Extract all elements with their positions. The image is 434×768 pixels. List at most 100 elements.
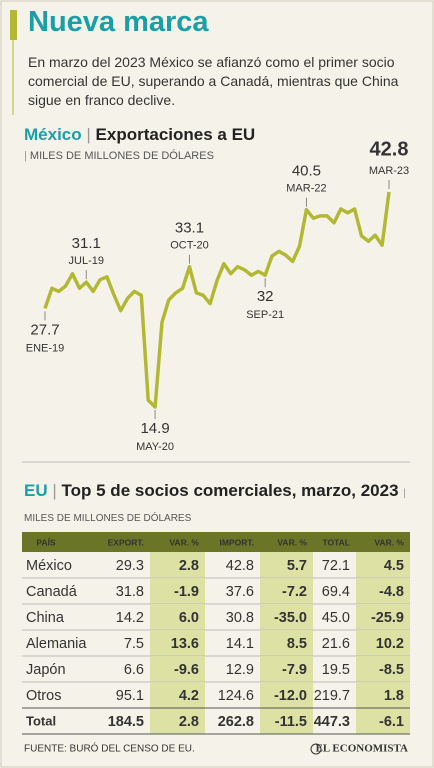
var-cell-bg <box>260 604 313 630</box>
chart-title: México | Exportaciones a EU <box>24 125 255 145</box>
category-label: OCT-20 <box>170 240 209 252</box>
cell: 29.3 <box>116 558 144 574</box>
divider: | <box>24 150 30 162</box>
var-cell-bg <box>356 708 410 734</box>
country: Total <box>26 713 56 728</box>
column-header: VAR. % <box>374 537 404 547</box>
cell: 95.1 <box>116 688 144 704</box>
cell: 4.5 <box>384 558 404 574</box>
cell: 2.8 <box>179 714 199 730</box>
table-title: EU | Top 5 de socios comerciales, marzo,… <box>24 480 416 530</box>
value-label: 33.1 <box>175 220 204 237</box>
divider: | <box>86 125 91 144</box>
var-cell-bg <box>260 682 313 708</box>
title-bar <box>10 10 17 40</box>
cell: 69.4 <box>322 584 350 600</box>
cell: 447.3 <box>314 714 350 730</box>
var-cell-bg <box>356 630 410 656</box>
value-label: 40.5 <box>292 163 321 180</box>
cell: 219.7 <box>314 688 350 704</box>
category-label: MAR-23 <box>369 165 409 177</box>
cell: 14.2 <box>116 610 144 626</box>
title: Nueva marca <box>28 6 209 38</box>
cell: 124.6 <box>218 688 254 704</box>
logo: EL ECONOMISTA <box>316 743 408 755</box>
country: Japón <box>26 662 66 678</box>
cell: 8.5 <box>287 636 307 652</box>
var-cell-bg <box>260 552 313 578</box>
var-cell-bg <box>260 708 313 734</box>
line <box>43 191 391 409</box>
cell: 12.9 <box>226 662 254 678</box>
table-country: EU <box>24 481 48 500</box>
logo-icon <box>310 743 322 755</box>
cell: -7.9 <box>282 662 307 678</box>
cell: 6.0 <box>179 610 199 626</box>
cell: 30.8 <box>226 610 254 626</box>
country: México <box>26 558 72 574</box>
country: Alemania <box>26 636 87 652</box>
var-cell-bg <box>150 656 205 682</box>
cell: 19.5 <box>322 662 350 678</box>
line-chart: 27.7 ENE-19 31.1 JUL-19 14.9 MAY-20 33.1 OCT-20… <box>26 138 409 453</box>
category-label: MAY-20 <box>136 441 174 453</box>
value-label: 14.9 <box>140 420 169 437</box>
cell: 21.6 <box>322 636 350 652</box>
var-cell-bg <box>150 578 205 604</box>
value-label: 42.8 <box>370 138 409 160</box>
column-header: VAR. % <box>277 537 307 547</box>
cell: -8.5 <box>379 662 404 678</box>
column-header: PAÍS <box>36 537 56 547</box>
chart-country: México <box>24 125 82 144</box>
cell: -1.9 <box>174 584 199 600</box>
cell: 42.8 <box>226 558 254 574</box>
chart-title-text: Exportaciones a EU <box>95 125 256 144</box>
table-title-text: Top 5 de socios comerciales, marzo, 2023 <box>61 481 399 500</box>
cell: -7.2 <box>282 584 307 600</box>
cell: -35.0 <box>274 610 307 626</box>
unit: MILES DE MILLONES DE DÓLARES <box>29 150 214 162</box>
cell: 7.5 <box>124 636 144 652</box>
country: China <box>26 610 65 626</box>
column-header: TOTAL <box>322 537 350 547</box>
var-cell-bg <box>356 578 410 604</box>
var-cell-bg <box>356 656 410 682</box>
var-cell-bg <box>150 552 205 578</box>
category-label: SEP-21 <box>246 309 284 321</box>
var-cell-bg <box>150 682 205 708</box>
cell: 2.8 <box>179 558 199 574</box>
divider: | <box>52 481 57 500</box>
var-cell-bg <box>356 552 410 578</box>
cell: 262.8 <box>218 714 254 730</box>
cell: 37.6 <box>226 584 254 600</box>
value-label: 32 <box>257 288 274 305</box>
value-label: 31.1 <box>72 235 101 252</box>
var-cell-bg <box>260 630 313 656</box>
cell: 10.2 <box>376 636 404 652</box>
cell: 184.5 <box>108 714 144 730</box>
var-cell-bg <box>356 682 410 708</box>
cell: -6.1 <box>379 714 404 730</box>
subtitle: En marzo del 2023 México se afianzó como… <box>28 54 399 108</box>
var-cell-bg <box>260 578 313 604</box>
table: México 29.3 2.8 42.8 5.7 72.1 4.5 Canadá 31.8 -1.… <box>22 532 410 735</box>
cell: -11.5 <box>275 714 307 730</box>
chart-unit: | MILES DE MILLONES DE DÓLARES <box>24 150 214 162</box>
cell: 31.8 <box>116 584 144 600</box>
value-label: 27.7 <box>30 321 59 338</box>
column-header: IMPORT. <box>220 537 254 547</box>
header-row <box>22 532 410 552</box>
cell: 5.7 <box>287 558 307 574</box>
table-unit: | MILES DE MILLONES DE DÓLARES <box>24 488 406 524</box>
category-label: JUL-19 <box>69 255 104 267</box>
var-cell-bg <box>356 604 410 630</box>
column-header: EXPORT. <box>108 537 144 547</box>
category-label: MAR-22 <box>286 183 326 195</box>
cell: 45.0 <box>322 610 350 626</box>
cell: -12.0 <box>274 688 307 704</box>
cell: -4.8 <box>379 584 404 600</box>
cell: 14.1 <box>226 636 254 652</box>
cell: 13.6 <box>171 636 199 652</box>
